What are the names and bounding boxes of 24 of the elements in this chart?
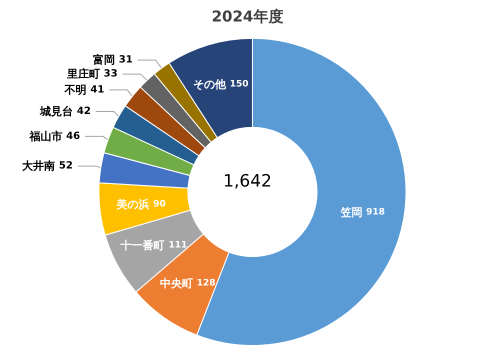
slice-label: 大井南 bbox=[22, 160, 56, 173]
data-label: 128 bbox=[196, 278, 216, 288]
slice-label: 中央町 bbox=[160, 276, 193, 290]
data-label: 41 bbox=[90, 84, 104, 96]
slice-label: その他 bbox=[192, 78, 227, 91]
data-label: 31 bbox=[118, 54, 133, 66]
slice-label: 不明 bbox=[64, 83, 87, 96]
chart-title: 2024年度 bbox=[212, 8, 284, 26]
data-label: 918 bbox=[366, 208, 385, 218]
data-label: 46 bbox=[66, 130, 80, 142]
slice-label: 笠岡 bbox=[339, 206, 362, 220]
text: 1,642 bbox=[223, 172, 272, 192]
slice-label: 富岡 bbox=[92, 54, 115, 67]
slice-label: 福山市 bbox=[28, 130, 62, 143]
data-label: 42 bbox=[76, 106, 91, 117]
slice-label: 十一番町 bbox=[120, 238, 165, 252]
data-label: 150 bbox=[230, 79, 249, 90]
slice-label: 城見台 bbox=[39, 104, 74, 118]
data-label: 33 bbox=[104, 68, 118, 80]
slice-label: 里庄町 bbox=[66, 68, 100, 81]
data-label: 90 bbox=[153, 200, 166, 210]
data-label: 52 bbox=[58, 160, 73, 172]
slice-label: 美の浜 bbox=[115, 198, 150, 212]
data-label: 111 bbox=[168, 240, 188, 250]
